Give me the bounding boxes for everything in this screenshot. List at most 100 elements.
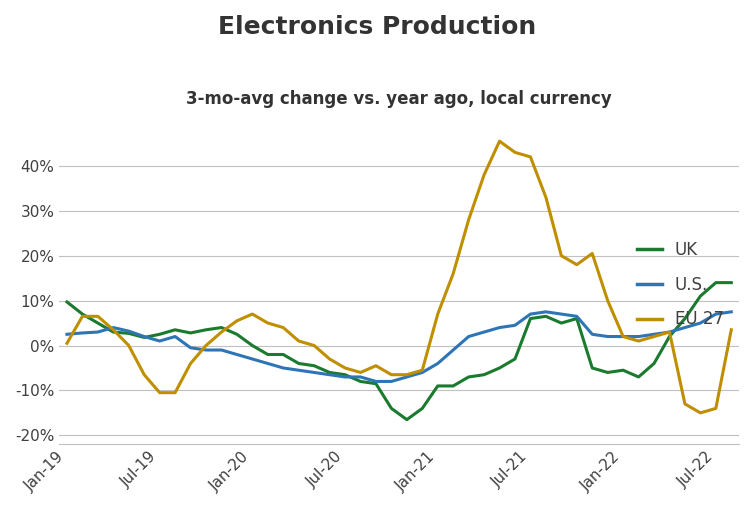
EU 27 bbox=[263, 320, 272, 326]
U.S. bbox=[403, 374, 412, 380]
Line: EU 27: EU 27 bbox=[67, 141, 731, 413]
U.S. bbox=[696, 320, 705, 326]
U.S. bbox=[572, 313, 581, 319]
EU 27 bbox=[572, 262, 581, 268]
UK bbox=[310, 363, 319, 369]
U.S. bbox=[217, 347, 226, 353]
UK bbox=[572, 316, 581, 322]
U.S. bbox=[449, 347, 458, 353]
U.S. bbox=[248, 356, 257, 362]
UK bbox=[109, 329, 118, 335]
UK bbox=[665, 333, 674, 340]
EU 27 bbox=[464, 217, 474, 223]
Text: Electronics Production: Electronics Production bbox=[218, 15, 536, 39]
U.S. bbox=[556, 311, 566, 317]
UK bbox=[155, 331, 164, 337]
U.S. bbox=[310, 370, 319, 376]
EU 27 bbox=[341, 365, 350, 371]
U.S. bbox=[727, 309, 736, 315]
UK bbox=[341, 372, 350, 378]
UK bbox=[696, 293, 705, 299]
EU 27 bbox=[217, 329, 226, 335]
EU 27 bbox=[63, 340, 72, 346]
U.S. bbox=[618, 333, 627, 340]
U.S. bbox=[495, 325, 504, 331]
U.S. bbox=[603, 333, 612, 340]
EU 27 bbox=[372, 363, 381, 369]
EU 27 bbox=[403, 372, 412, 378]
EU 27 bbox=[139, 372, 149, 378]
UK bbox=[356, 378, 365, 384]
UK bbox=[232, 331, 241, 337]
U.S. bbox=[387, 378, 396, 384]
EU 27 bbox=[78, 313, 87, 319]
UK bbox=[170, 327, 179, 333]
EU 27 bbox=[124, 343, 133, 349]
EU 27 bbox=[727, 327, 736, 333]
U.S. bbox=[665, 329, 674, 335]
Title: 3-mo-avg change vs. year ago, local currency: 3-mo-avg change vs. year ago, local curr… bbox=[186, 90, 612, 107]
EU 27 bbox=[526, 154, 535, 160]
UK bbox=[78, 311, 87, 317]
U.S. bbox=[201, 347, 210, 353]
UK bbox=[186, 330, 195, 336]
Line: UK: UK bbox=[67, 282, 731, 419]
EU 27 bbox=[587, 250, 596, 257]
EU 27 bbox=[556, 252, 566, 259]
UK bbox=[124, 330, 133, 336]
UK bbox=[556, 320, 566, 326]
EU 27 bbox=[201, 343, 210, 349]
U.S. bbox=[170, 333, 179, 340]
EU 27 bbox=[155, 389, 164, 395]
EU 27 bbox=[93, 313, 103, 319]
EU 27 bbox=[618, 333, 627, 340]
U.S. bbox=[109, 325, 118, 331]
UK bbox=[418, 405, 427, 411]
U.S. bbox=[93, 329, 103, 335]
EU 27 bbox=[680, 401, 689, 407]
U.S. bbox=[587, 331, 596, 337]
Line: U.S.: U.S. bbox=[67, 312, 731, 381]
UK bbox=[449, 383, 458, 389]
UK bbox=[325, 370, 334, 376]
U.S. bbox=[341, 374, 350, 380]
U.S. bbox=[186, 345, 195, 351]
UK bbox=[294, 360, 303, 366]
U.S. bbox=[263, 360, 272, 366]
U.S. bbox=[63, 331, 72, 337]
EU 27 bbox=[495, 138, 504, 144]
UK bbox=[464, 374, 474, 380]
UK bbox=[587, 365, 596, 371]
EU 27 bbox=[480, 172, 489, 178]
U.S. bbox=[139, 333, 149, 340]
EU 27 bbox=[541, 194, 550, 201]
EU 27 bbox=[634, 338, 643, 344]
UK bbox=[63, 299, 72, 305]
EU 27 bbox=[294, 338, 303, 344]
EU 27 bbox=[649, 333, 658, 340]
EU 27 bbox=[711, 405, 720, 411]
UK bbox=[649, 360, 658, 366]
Legend: UK, U.S., EU 27: UK, U.S., EU 27 bbox=[630, 235, 731, 335]
UK bbox=[634, 374, 643, 380]
U.S. bbox=[464, 333, 474, 340]
UK bbox=[139, 334, 149, 341]
UK bbox=[618, 367, 627, 373]
EU 27 bbox=[170, 389, 179, 395]
EU 27 bbox=[232, 318, 241, 324]
EU 27 bbox=[510, 149, 520, 155]
UK bbox=[680, 316, 689, 322]
U.S. bbox=[232, 351, 241, 357]
U.S. bbox=[356, 374, 365, 380]
EU 27 bbox=[279, 325, 288, 331]
UK bbox=[263, 351, 272, 357]
U.S. bbox=[372, 378, 381, 384]
U.S. bbox=[526, 311, 535, 317]
UK bbox=[372, 381, 381, 387]
EU 27 bbox=[387, 372, 396, 378]
EU 27 bbox=[248, 311, 257, 317]
UK bbox=[510, 356, 520, 362]
UK bbox=[279, 351, 288, 357]
U.S. bbox=[78, 330, 87, 336]
UK bbox=[434, 383, 443, 389]
